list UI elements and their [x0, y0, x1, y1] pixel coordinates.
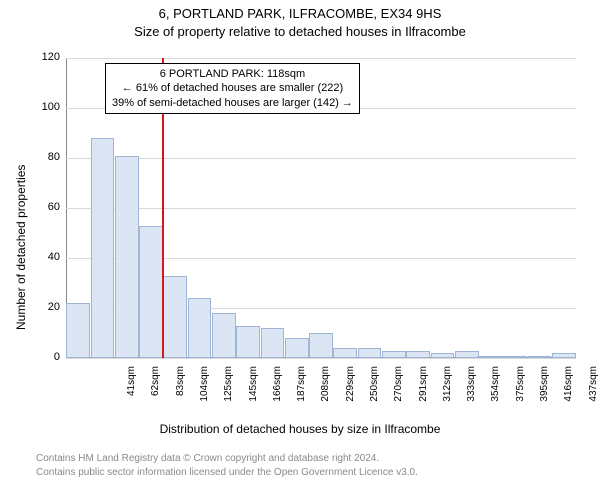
x-tick-label: 250sqm: [369, 366, 380, 416]
x-tick-label: 166sqm: [272, 366, 283, 416]
bar: [163, 276, 187, 359]
y-tick-label: 120: [30, 51, 60, 63]
y-tick-label: 80: [30, 151, 60, 163]
x-tick-label: 395sqm: [539, 366, 550, 416]
x-tick-label: 62sqm: [150, 366, 161, 416]
y-tick-label: 40: [30, 251, 60, 263]
x-tick-label: 437sqm: [588, 366, 599, 416]
x-tick-label: 375sqm: [515, 366, 526, 416]
chart-subtitle: Size of property relative to detached ho…: [0, 24, 600, 39]
bar: [503, 356, 527, 359]
x-tick-label: 312sqm: [442, 366, 453, 416]
bar: [309, 333, 333, 358]
bar: [91, 138, 115, 358]
bar: [236, 326, 260, 359]
callout-line2: ← 61% of detached houses are smaller (22…: [112, 81, 353, 95]
bar: [333, 348, 357, 358]
bar: [552, 353, 576, 358]
footer-line2: Contains public sector information licen…: [36, 466, 418, 480]
x-tick-label: 125sqm: [223, 366, 234, 416]
gridline: [66, 358, 576, 359]
bar: [139, 226, 163, 359]
x-tick-label: 416sqm: [563, 366, 574, 416]
bar: [115, 156, 139, 359]
x-axis-label: Distribution of detached houses by size …: [0, 422, 600, 436]
bar: [455, 351, 479, 359]
bar: [382, 351, 406, 359]
bar: [479, 356, 503, 358]
callout-line1: 6 PORTLAND PARK: 118sqm: [112, 67, 353, 81]
gridline: [66, 208, 576, 209]
bar: [261, 328, 285, 358]
bar: [406, 351, 430, 359]
x-tick-label: 354sqm: [490, 366, 501, 416]
bar: [431, 353, 455, 358]
x-tick-label: 208sqm: [320, 366, 331, 416]
x-tick-label: 333sqm: [466, 366, 477, 416]
x-tick-label: 291sqm: [418, 366, 429, 416]
footer-line1: Contains HM Land Registry data © Crown c…: [36, 452, 418, 466]
bar: [285, 338, 309, 358]
x-tick-label: 104sqm: [199, 366, 210, 416]
x-tick-label: 270sqm: [393, 366, 404, 416]
x-tick-label: 145sqm: [248, 366, 259, 416]
callout-line3: 39% of semi-detached houses are larger (…: [112, 96, 353, 110]
x-tick-label: 229sqm: [345, 366, 356, 416]
chart-title: 6, PORTLAND PARK, ILFRACOMBE, EX34 9HS: [0, 6, 600, 21]
x-tick-label: 83sqm: [175, 366, 186, 416]
y-axis-label: Number of detached properties: [14, 165, 28, 330]
y-tick-label: 0: [30, 351, 60, 363]
y-tick-label: 20: [30, 301, 60, 313]
bar: [528, 356, 552, 359]
bar: [188, 298, 212, 358]
bar: [66, 303, 90, 358]
y-tick-label: 100: [30, 101, 60, 113]
gridline: [66, 158, 576, 159]
bar: [212, 313, 236, 358]
bar: [358, 348, 382, 358]
gridline: [66, 58, 576, 59]
callout-box: 6 PORTLAND PARK: 118sqm ← 61% of detache…: [105, 63, 360, 114]
x-tick-label: 187sqm: [296, 366, 307, 416]
footer: Contains HM Land Registry data © Crown c…: [36, 452, 418, 479]
y-tick-label: 60: [30, 201, 60, 213]
x-tick-label: 41sqm: [126, 366, 137, 416]
